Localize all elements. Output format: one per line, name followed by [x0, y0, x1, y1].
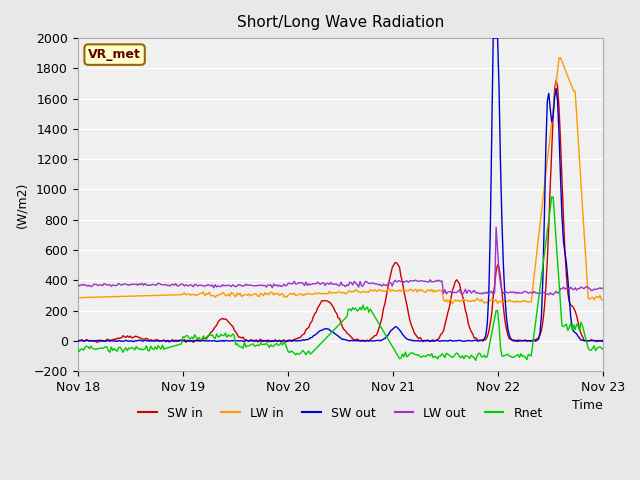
X-axis label: Time: Time	[572, 399, 603, 412]
Y-axis label: (W/m2): (W/m2)	[15, 181, 28, 228]
Legend: SW in, LW in, SW out, LW out, Rnet: SW in, LW in, SW out, LW out, Rnet	[133, 402, 548, 425]
Title: Short/Long Wave Radiation: Short/Long Wave Radiation	[237, 15, 444, 30]
Text: VR_met: VR_met	[88, 48, 141, 61]
